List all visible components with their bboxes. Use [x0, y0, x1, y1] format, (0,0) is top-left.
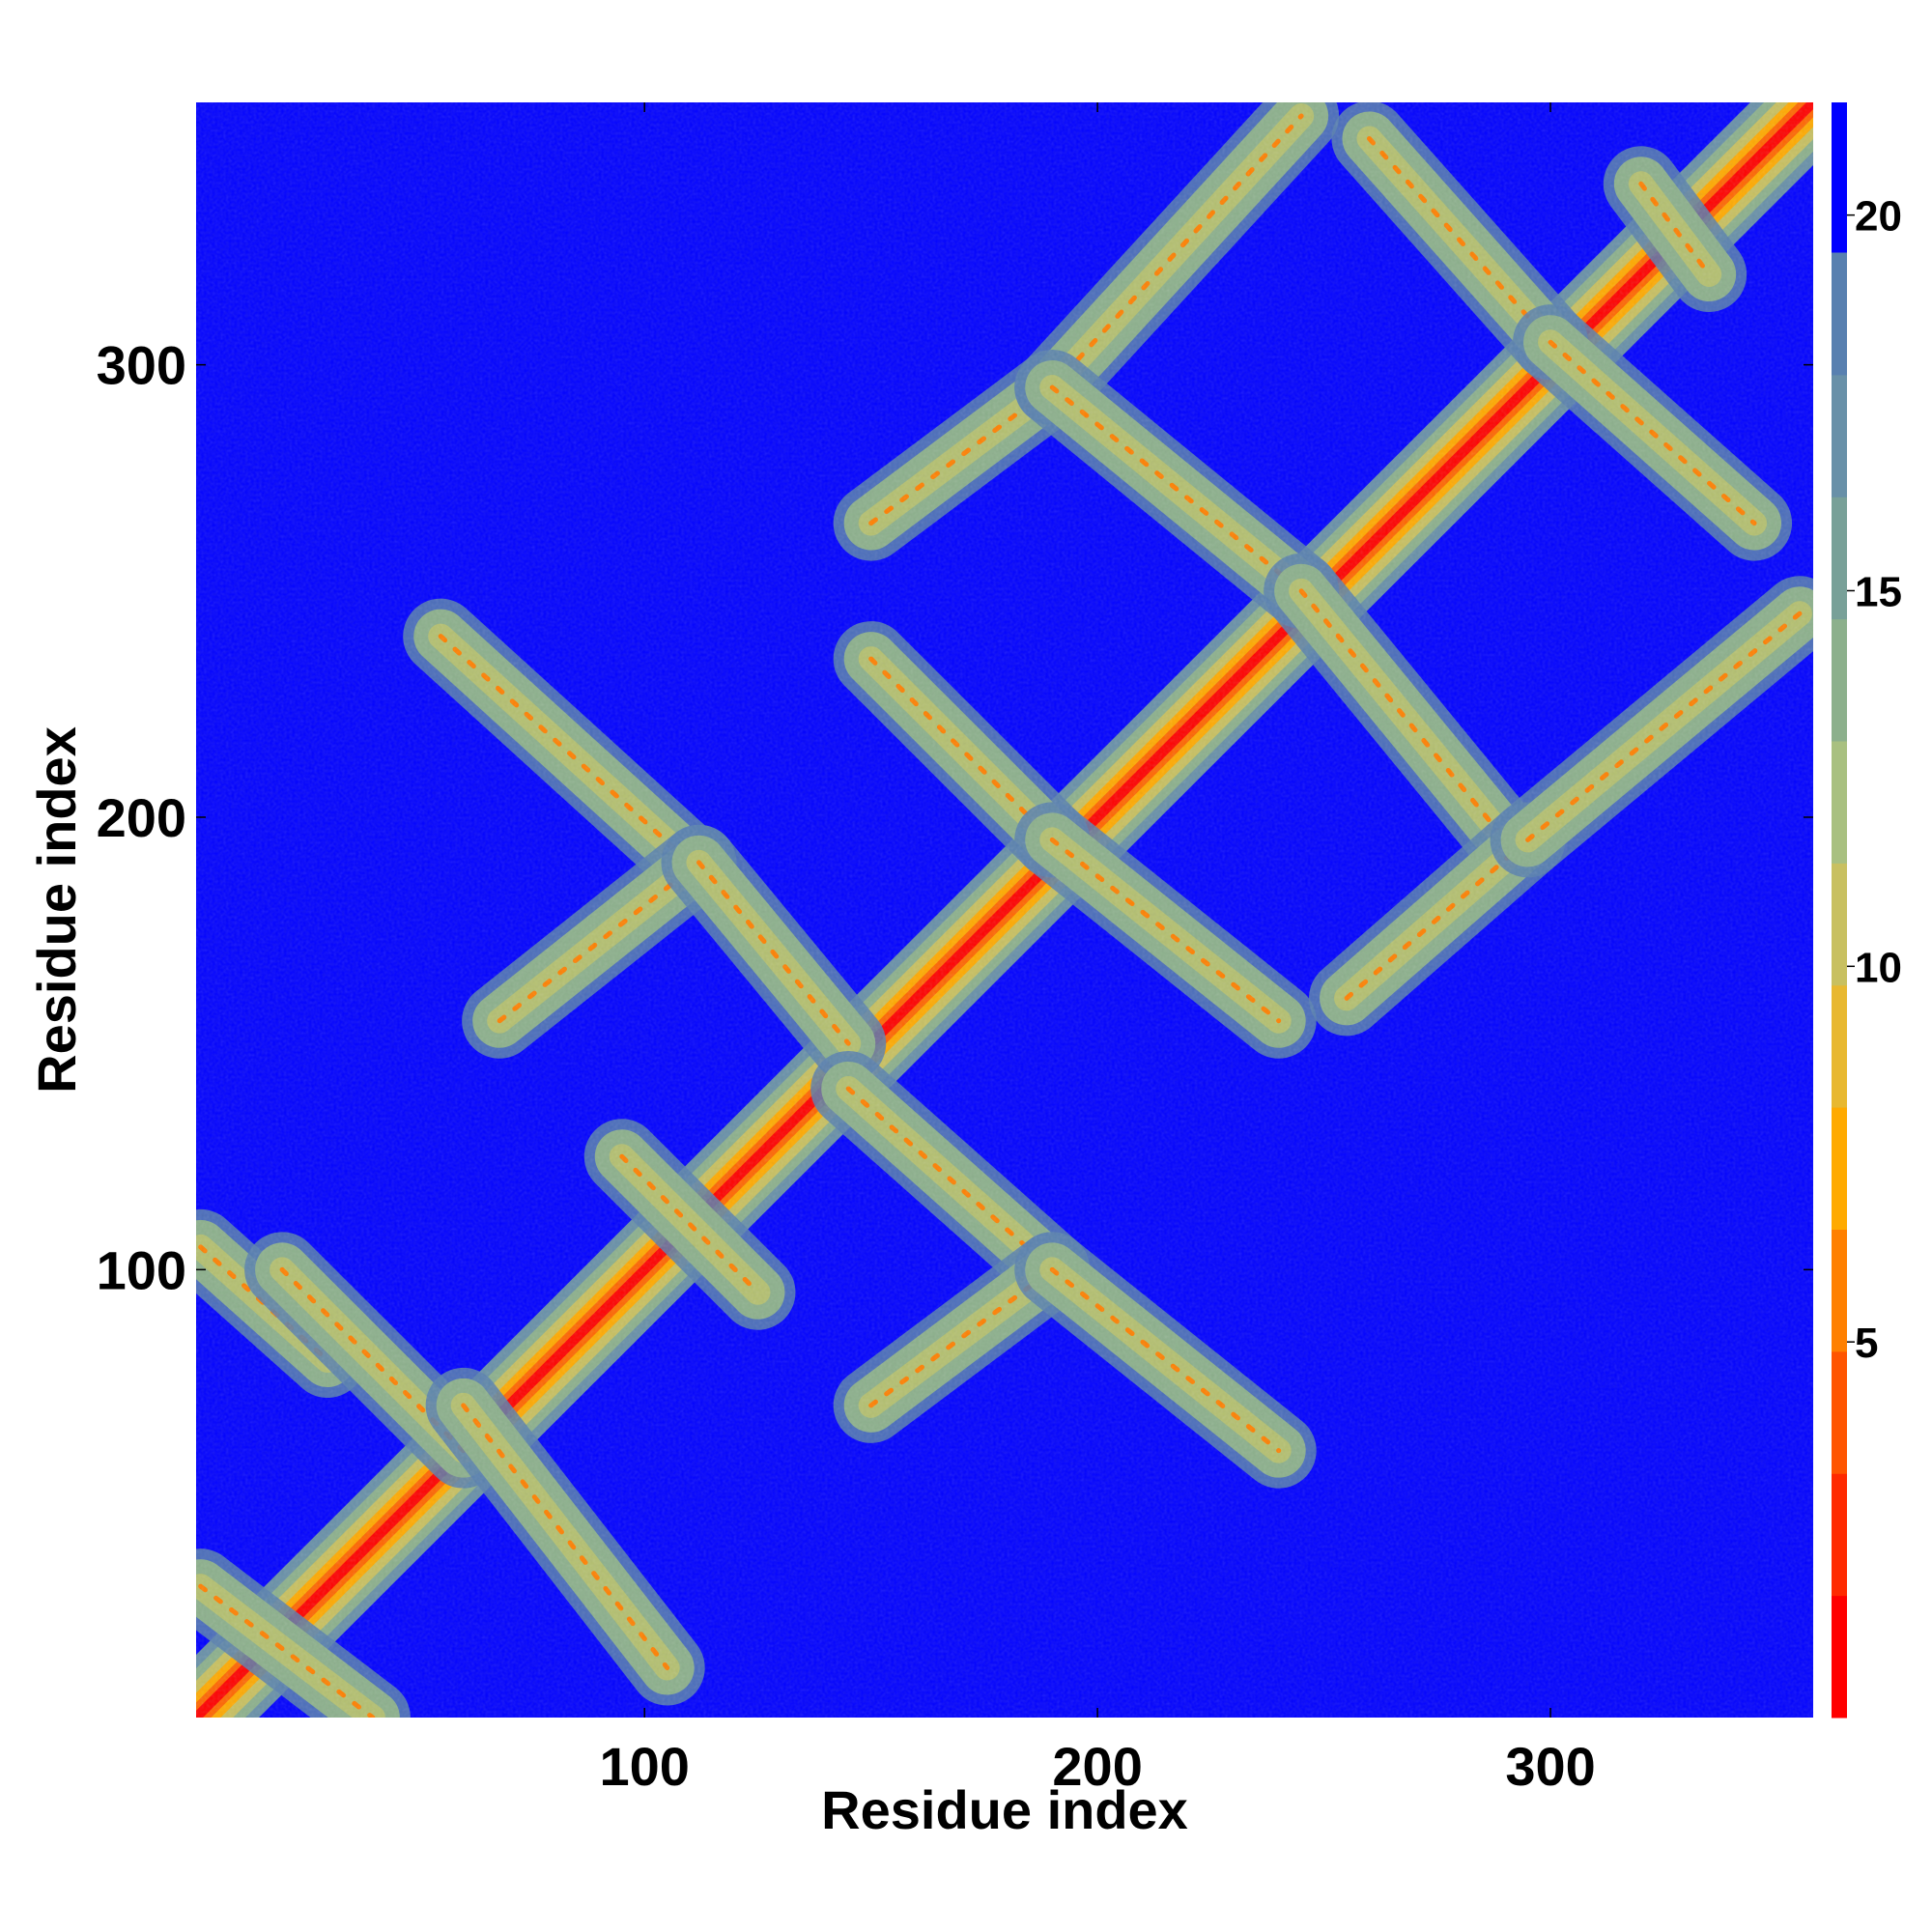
x-tick-label-0: 100 [599, 1736, 689, 1797]
colorbar-tick-label-1: 10 [1855, 944, 1902, 991]
x-axis-title: Residue index [821, 1779, 1188, 1840]
x-tick-label-1: 200 [1052, 1736, 1142, 1797]
colorbar-segment-5 [1832, 984, 1847, 1108]
colorbar-segment-10 [1832, 374, 1847, 497]
y-axis-title: Residue index [26, 726, 87, 1094]
colorbar [1832, 102, 1847, 1719]
colorbar-tick-label-0: 5 [1855, 1320, 1878, 1367]
colorbar-segment-4 [1832, 1107, 1847, 1231]
colorbar-segment-2 [1832, 1350, 1847, 1474]
colorbar-segment-9 [1832, 497, 1847, 620]
colorbar-segment-7 [1832, 741, 1847, 864]
colorbar-tick-label-3: 20 [1855, 193, 1902, 241]
y-tick-label-1: 200 [97, 787, 186, 848]
y-axis-ticks: 100 200 300 [97, 335, 1813, 1300]
x-tick-label-2: 300 [1505, 1736, 1595, 1797]
y-tick-label-2: 300 [97, 335, 186, 396]
colorbar-ticks: 5 10 15 20 [1847, 193, 1902, 1367]
colorbar-segment-6 [1832, 863, 1847, 986]
colorbar-tick-label-2: 15 [1855, 568, 1902, 615]
plot-grain [196, 102, 1813, 1718]
x-axis-ticks: 100 200 300 [599, 102, 1596, 1797]
colorbar-segment-0 [1832, 1595, 1847, 1719]
y-tick-label-0: 100 [97, 1239, 186, 1300]
colorbar-segment-11 [1832, 252, 1847, 376]
colorbar-segment-3 [1832, 1229, 1847, 1352]
colorbar-segment-12 [1832, 102, 1847, 253]
colorbar-segment-1 [1832, 1473, 1847, 1597]
colorbar-segment-8 [1832, 618, 1847, 742]
